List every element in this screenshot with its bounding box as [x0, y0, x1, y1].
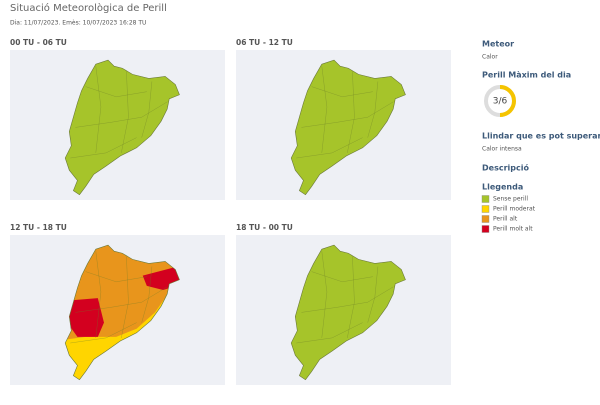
district-line — [70, 322, 137, 344]
description-title: Descripció — [482, 163, 529, 173]
page-title: Situació Meteorològica de Perill — [10, 2, 167, 14]
gauge-label: 3/6 — [493, 97, 508, 107]
district-line — [347, 256, 355, 338]
threshold-title: Llindar que es pot superar — [482, 132, 600, 141]
legend-label: Perill molt alt — [493, 226, 533, 233]
district-line — [321, 66, 328, 153]
map-label: 12 TU - 18 TU — [10, 223, 67, 232]
map-label: 00 TU - 06 TU — [10, 38, 67, 47]
district-line — [85, 86, 147, 98]
district-line — [141, 266, 153, 323]
district-line — [70, 137, 137, 159]
map-outline — [64, 244, 180, 381]
map-outline — [290, 59, 406, 196]
district-line — [141, 81, 153, 138]
district-line — [301, 101, 394, 128]
meteor-value: Calor — [482, 54, 498, 61]
legend-swatch — [481, 225, 490, 233]
region — [67, 298, 104, 337]
district-line — [321, 251, 328, 338]
district-line — [347, 71, 355, 153]
district-line — [301, 286, 394, 313]
gauge-arc — [499, 85, 516, 117]
district-line — [296, 322, 363, 344]
page-subtitle: Dia: 11/07/2023. Emès: 10/07/2023 16:28 … — [10, 20, 146, 27]
district-line — [367, 81, 379, 138]
legend-label: Sense perill — [493, 196, 528, 203]
district-line — [311, 271, 373, 283]
district-line — [121, 256, 129, 338]
district-line — [95, 66, 102, 153]
district-line — [95, 251, 102, 338]
legend-swatch — [481, 205, 490, 213]
threshold-value: Calor intensa — [482, 146, 522, 153]
district-line — [367, 266, 379, 323]
district-line — [296, 137, 363, 159]
legend-swatch — [481, 215, 490, 223]
district-line — [75, 101, 168, 128]
danger-title: Perill Màxim del dia — [482, 71, 571, 80]
legend-title: Llegenda — [482, 183, 523, 192]
district-line — [121, 71, 129, 153]
map-label: 18 TU - 00 TU — [236, 223, 293, 232]
district-line — [75, 286, 168, 313]
map-label: 06 TU - 12 TU — [236, 38, 293, 47]
map-outline — [290, 244, 406, 381]
district-line — [311, 86, 373, 98]
district-line — [85, 271, 147, 283]
legend-swatch — [481, 195, 490, 203]
legend-label: Perill alt — [493, 216, 518, 223]
meteor-title: Meteor — [482, 40, 514, 49]
legend-label: Perill moderat — [493, 206, 536, 213]
map-outline — [64, 59, 180, 196]
